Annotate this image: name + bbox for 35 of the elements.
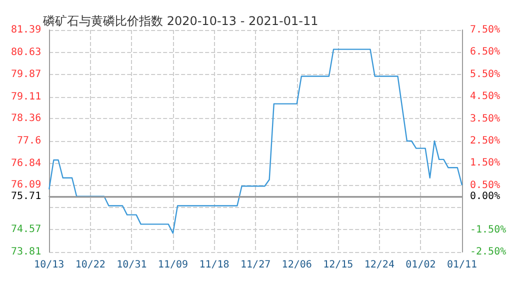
x-tick-label: 10/22 (75, 260, 106, 270)
y-tick-label: 79.87 (10, 69, 42, 80)
y2-tick-label: 6.50% (470, 46, 500, 58)
x-tick-label: 12/06 (282, 260, 312, 270)
y2-tick-label: 1.50% (470, 158, 500, 169)
line-series (48, 48, 463, 234)
y2-tick-label: 2.50% (470, 136, 500, 146)
y2-tick-label: 4.50% (470, 91, 500, 102)
x-tick-label: 11/27 (240, 260, 271, 270)
y2-tick-label: 0.00% (470, 191, 500, 202)
y2-tick-label: 7.50% (470, 24, 500, 36)
y-tick-label: 77.6 (17, 136, 42, 146)
y-tick-label: 75.71 (10, 190, 42, 202)
y-tick-label: 76.84 (10, 158, 42, 169)
x-tick-label: 01/11 (446, 260, 478, 270)
y2-tick-label: -2.50% (470, 246, 506, 258)
x-tick-label: 10/13 (34, 260, 64, 270)
x-tick-label: 12/15 (323, 260, 354, 270)
x-tick-label: 10/31 (116, 260, 147, 270)
y-tick-label: 80.63 (10, 46, 42, 58)
chart-title: 磷矿石与黄磷比价指数 2020-10-13 - 2021-01-11 (42, 14, 318, 28)
y2-tick-label: 5.50% (470, 68, 500, 80)
y-tick-label: 76.09 (10, 180, 42, 191)
y-tick-label: 81.39 (10, 24, 42, 36)
x-tick-label: 11/18 (199, 260, 230, 270)
y-tick-label: 73.81 (10, 246, 42, 258)
y-tick-label: 74.57 (10, 224, 42, 236)
y2-tick-label: -1.50% (470, 224, 506, 236)
y-tick-label: 79.11 (10, 91, 42, 102)
y2-tick-label: 3.50% (470, 113, 500, 124)
y-tick-label: 78.36 (10, 113, 42, 124)
y2-tick-label: 0.50% (470, 180, 500, 191)
x-tick-label: 01/02 (406, 260, 436, 270)
x-tick-label: 12/24 (364, 260, 394, 270)
x-tick-label: 11/09 (158, 260, 188, 270)
